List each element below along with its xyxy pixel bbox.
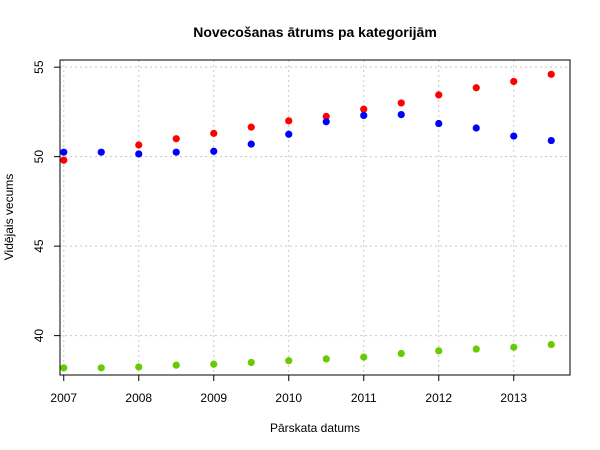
data-point-s2-2	[135, 363, 143, 371]
data-point-s1-0	[60, 148, 68, 156]
data-point-s2-10	[435, 347, 443, 355]
y-axis: 40 45 50 55	[32, 60, 60, 342]
data-point-s0-8	[360, 105, 368, 113]
data-point-s1-2	[135, 150, 143, 158]
data-point-s2-7	[322, 355, 330, 363]
data-point-s1-13	[547, 136, 555, 145]
data-point-s0-7	[322, 112, 330, 120]
x-tick-label-2: 2009	[200, 391, 227, 405]
x-axis-label: Pārskata datums	[270, 421, 360, 435]
x-tick-label-4: 2011	[351, 391, 377, 405]
data-point-s2-4	[210, 360, 218, 368]
data-point-s1-5	[247, 140, 255, 148]
data-point-s1-6	[285, 130, 293, 138]
data-point-s1-11	[472, 124, 480, 132]
data-point-s1-9	[397, 110, 405, 119]
data-point-s2-8	[360, 353, 368, 361]
y-tick-label-0: 40	[32, 329, 46, 343]
y-tick-label-1: 45	[32, 239, 46, 253]
data-point-s0-3	[172, 135, 180, 143]
plot-frame	[59, 59, 571, 376]
y-tick-label-3: 55	[32, 60, 46, 74]
x-tick-label-3: 2010	[275, 391, 302, 405]
data-point-s0-4	[210, 129, 218, 137]
data-point-s1-12	[510, 132, 518, 140]
data-point-s1-8	[360, 111, 368, 120]
data-point-s1-4	[210, 147, 218, 155]
data-point-s0-11	[472, 84, 480, 92]
data-point-s0-13	[547, 70, 555, 78]
data-point-s1-1	[97, 148, 105, 156]
data-point-s1-7	[322, 118, 330, 126]
data-point-s2-9	[397, 349, 405, 358]
data-point-s2-0	[60, 364, 68, 372]
x-tick-label-5: 2012	[425, 391, 452, 405]
data-point-s0-10	[435, 91, 443, 99]
data-point-s0-0	[60, 156, 68, 164]
x-tick-label-0: 2007	[50, 391, 77, 405]
grid	[60, 60, 570, 375]
data-point-s2-1	[97, 364, 105, 372]
y-tick-label-2: 50	[32, 150, 46, 164]
data-point-s0-12	[510, 77, 518, 86]
data-point-s0-5	[247, 123, 255, 131]
data-point-s0-2	[135, 141, 143, 149]
data-point-s0-9	[397, 99, 405, 107]
y-axis-label: Vidējais vecums	[2, 174, 16, 260]
x-tick-label-1: 2008	[125, 391, 152, 405]
data-point-s2-12	[510, 343, 518, 351]
data-point-s1-10	[435, 119, 443, 128]
chart-title: Novecošanas ātrums pa kategorijām	[193, 24, 437, 40]
data-point-s2-11	[472, 345, 480, 353]
data-point-s0-6	[285, 117, 293, 125]
data-point-s1-3	[172, 148, 180, 156]
x-tick-label-6: 2013	[500, 391, 527, 405]
x-axis: 2007 2008 2009 2010 2011 2012 2013	[50, 375, 527, 405]
data-point-s2-5	[247, 358, 255, 367]
data-points	[60, 70, 555, 372]
data-point-s2-6	[285, 357, 293, 365]
data-point-s2-3	[172, 361, 180, 369]
data-point-s2-13	[547, 340, 555, 349]
